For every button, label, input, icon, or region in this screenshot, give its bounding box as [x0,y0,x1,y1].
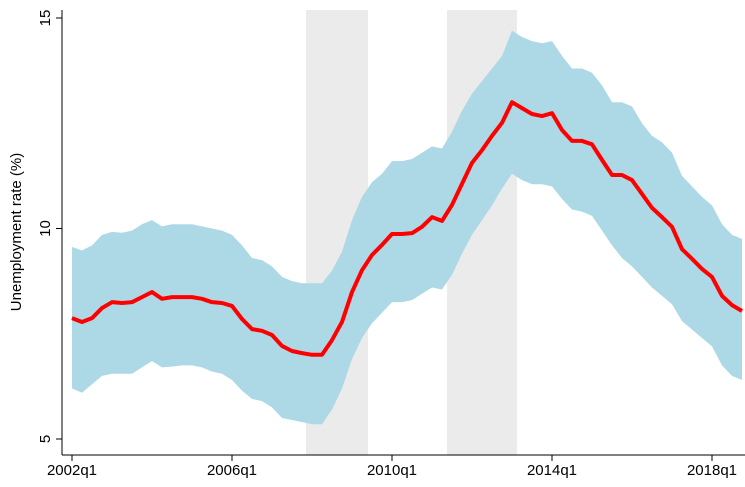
line [71,100,744,357]
x-tick-label: 2014q1 [527,462,577,479]
confidence-band [72,30,742,425]
y-axis-label: Unemployment rate (%) [8,153,25,311]
x-tick-label: 2010q1 [367,462,417,479]
y-tick-label: 5 [37,435,54,443]
x-tick-label: 2018q1 [687,462,737,479]
x-tick-label: 2006q1 [207,462,257,479]
y-tick-label: 15 [37,10,54,27]
x-tick-label: 2002q1 [47,462,97,479]
y-tick-label: 10 [37,220,54,237]
